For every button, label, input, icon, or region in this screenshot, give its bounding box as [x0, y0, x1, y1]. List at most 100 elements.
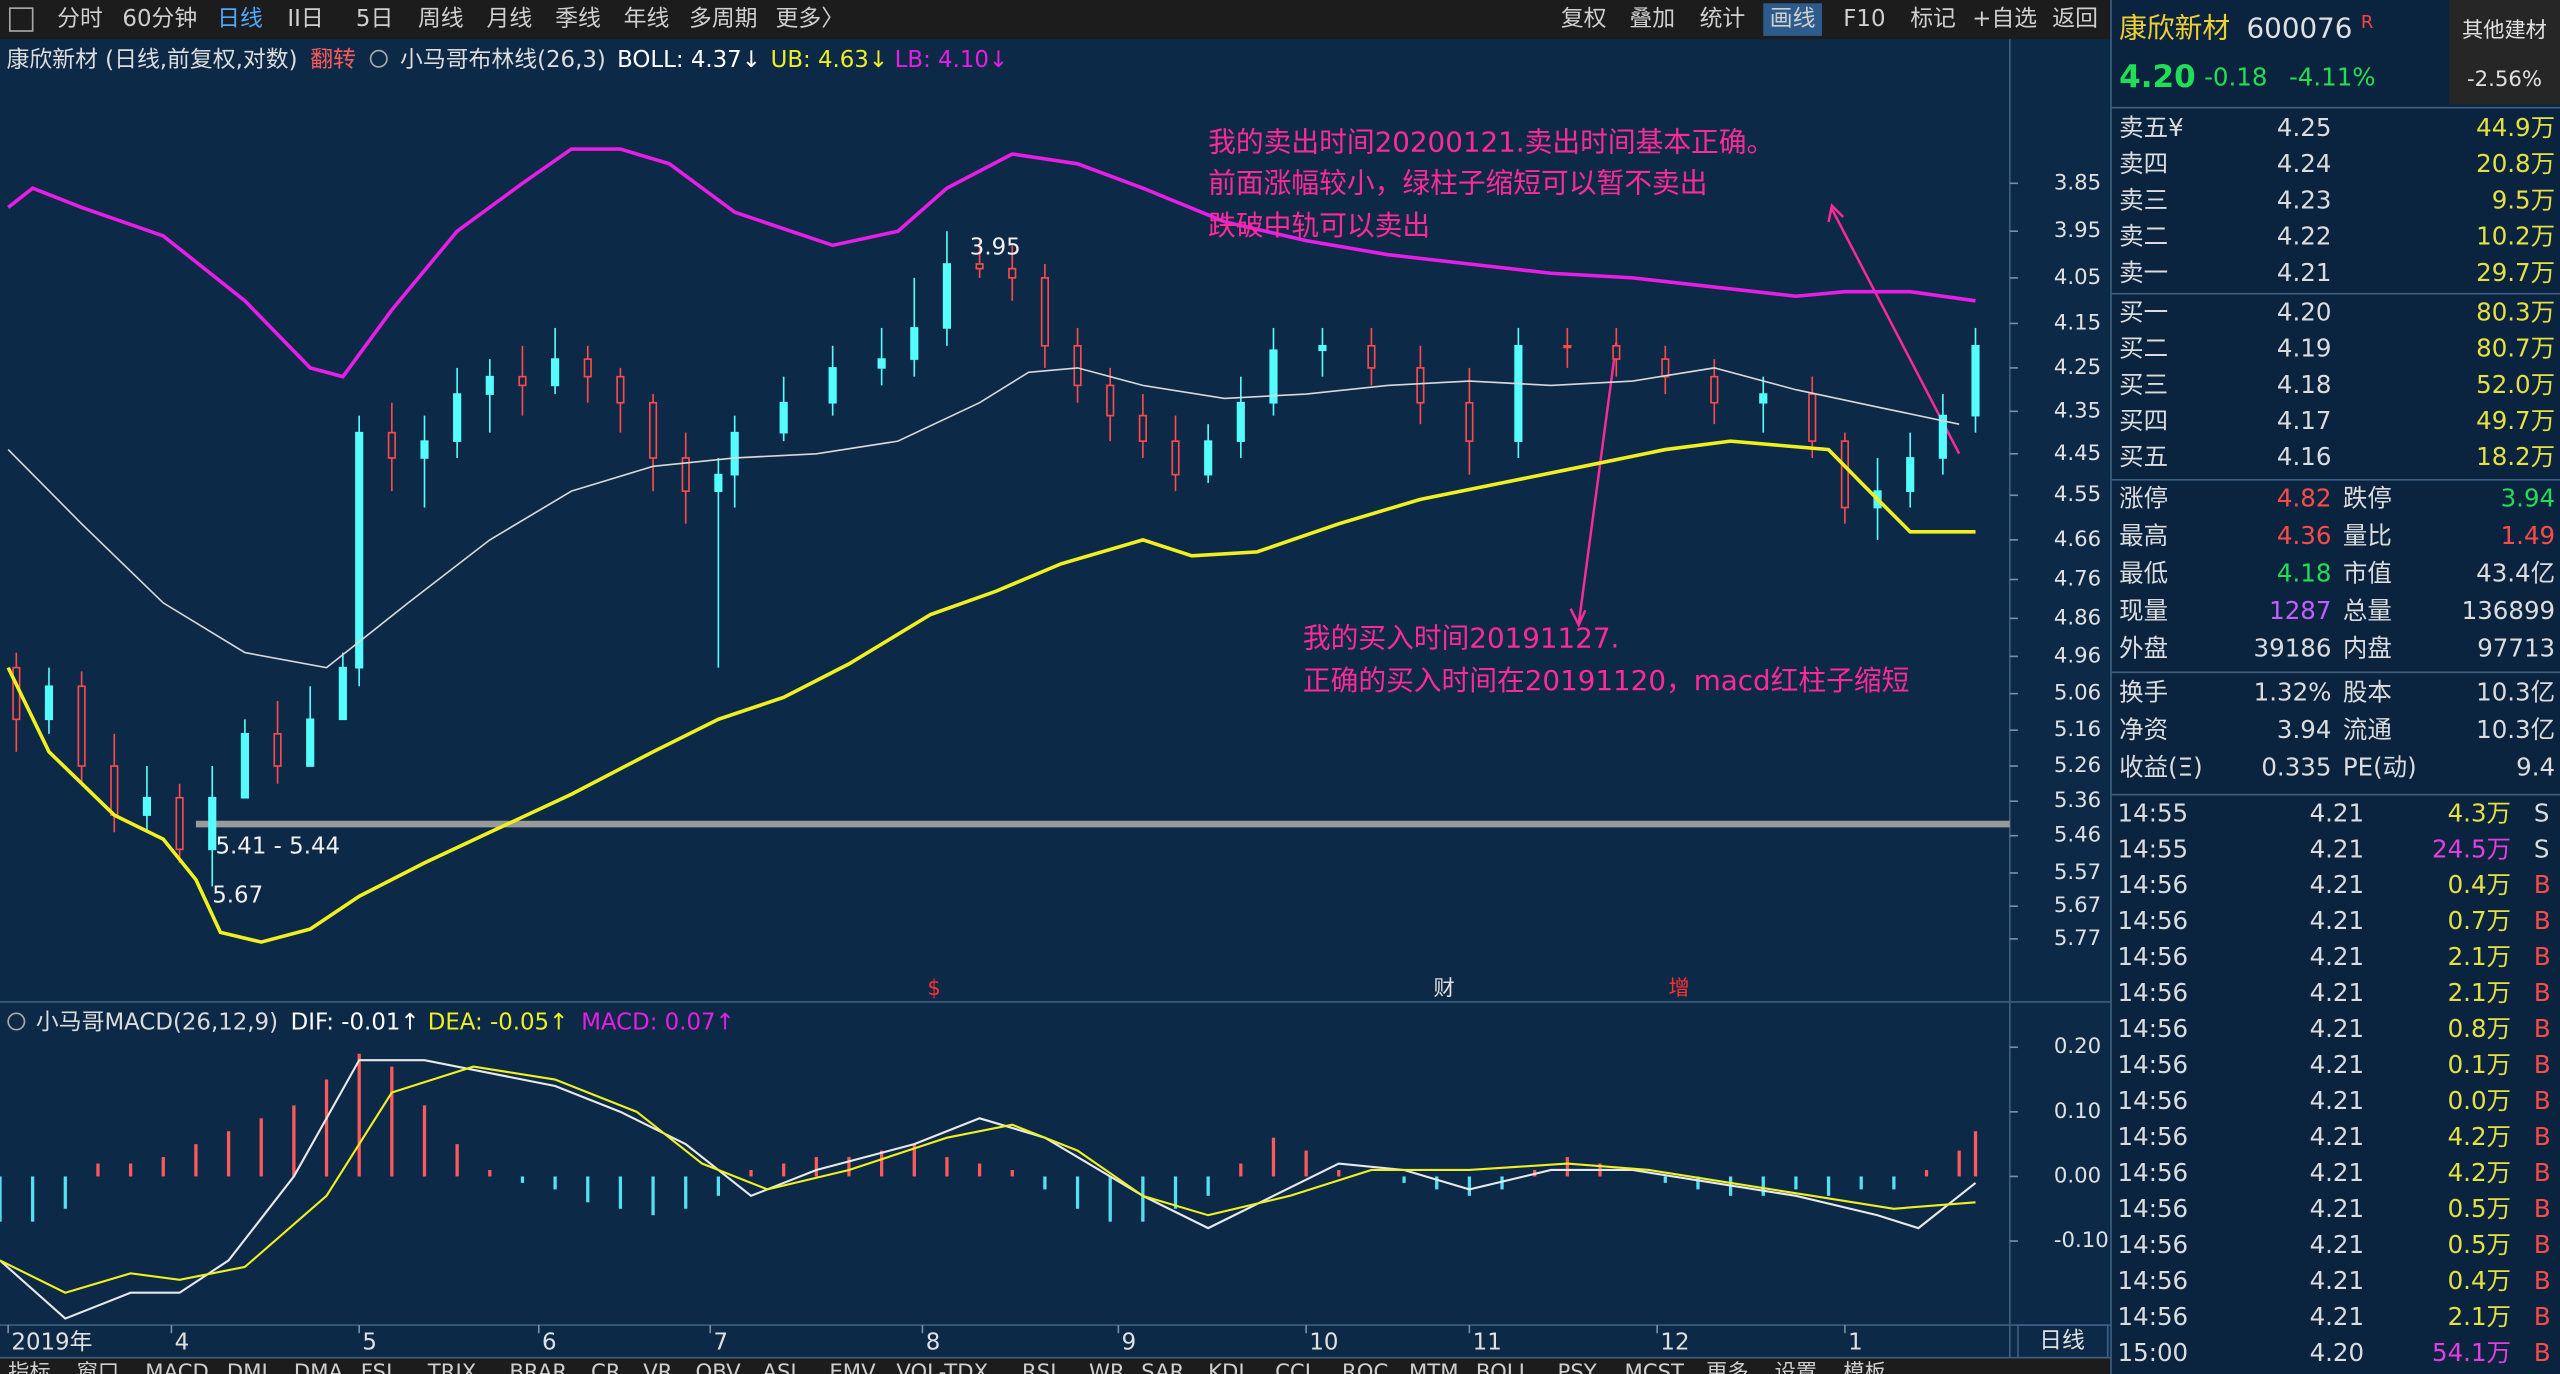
bottom-tab[interactable]: ROC [1342, 1360, 1388, 1374]
bottom-tab[interactable]: 模板 [1843, 1360, 1885, 1374]
toolbar-button[interactable]: 年线 [624, 6, 670, 32]
candle-body [77, 685, 86, 767]
toolbar-button[interactable]: 多周期 [689, 6, 758, 32]
y-tick-label: 5.16 [2054, 717, 2101, 742]
book-level: 卖五¥ [2119, 113, 2184, 142]
bottom-tab[interactable]: MTM [1409, 1360, 1459, 1374]
toolbar-button[interactable]: 季线 [555, 6, 601, 32]
bottom-tab[interactable]: VR [643, 1360, 673, 1374]
toolbar-button[interactable]: F10 [1843, 6, 1885, 32]
bottom-tab[interactable]: FSL [361, 1360, 398, 1374]
indicator-line [7, 367, 1960, 669]
bottom-tab[interactable]: KDJ [1208, 1360, 1244, 1374]
candle-body [355, 431, 364, 669]
x-tick-label: 8 [926, 1329, 941, 1355]
period-box[interactable] [2017, 1324, 2109, 1359]
bottom-tab[interactable]: MACD [145, 1360, 209, 1374]
tick-price: 4.21 [2310, 1122, 2364, 1151]
bottom-tab[interactable]: DMI [227, 1360, 268, 1374]
x-tick-label: 12 [1660, 1329, 1689, 1355]
candle-body [1710, 375, 1719, 404]
bottom-tab[interactable]: CCI [1275, 1360, 1311, 1374]
toolbar-button[interactable]: 叠加 [1629, 6, 1675, 32]
bottom-tab[interactable]: OBV [696, 1360, 742, 1374]
bottom-tab[interactable]: SAR [1141, 1360, 1184, 1374]
book-volume: 9.5万 [2492, 185, 2555, 214]
toolbar-button[interactable]: 更多〉 [776, 6, 845, 32]
toolbar-button[interactable]: 标记 [1910, 6, 1956, 32]
tick-side: B [2534, 1302, 2551, 1331]
toolbar-button[interactable]: 日线 [217, 6, 263, 32]
sector-box[interactable] [2448, 0, 2560, 105]
y-tick-label: 5.06 [2054, 681, 2101, 706]
bottom-tab[interactable]: 设置 [1775, 1360, 1817, 1374]
stat-value: 3.94 [2501, 483, 2555, 512]
toolbar-button[interactable]: 画线 [1770, 6, 1816, 32]
bottom-tab[interactable]: BOLL [1476, 1360, 1531, 1374]
header-ub: UB: 4.63↓ [771, 47, 888, 73]
stat-value: 10.3亿 [2476, 678, 2555, 707]
candle-body [1236, 401, 1245, 442]
book-level: 买二 [2119, 334, 2168, 363]
toolbar-button[interactable]: 周线 [418, 6, 464, 32]
toolbar-button[interactable]: 5日 [356, 6, 393, 32]
toolbar-button[interactable]: II日 [287, 6, 323, 32]
bottom-tab[interactable]: CR [591, 1360, 621, 1374]
tick-volume: 0.0万 [2448, 1086, 2511, 1115]
event-marker[interactable]: 财 [1433, 976, 1454, 1001]
candle-body [1612, 344, 1621, 360]
toolbar-button[interactable]: 月线 [487, 6, 533, 32]
y-tick-label: 4.66 [2054, 527, 2101, 552]
menu-icon[interactable] [8, 7, 34, 32]
x-tick-label: 7 [713, 1329, 728, 1355]
bottom-tab[interactable]: BRAR [509, 1360, 567, 1374]
bottom-tab[interactable]: 指标 [8, 1360, 50, 1374]
y-tick-label: 0.20 [2054, 1034, 2101, 1059]
bottom-tab[interactable]: ASI [762, 1360, 796, 1374]
bottom-tab[interactable]: EMV [829, 1360, 876, 1374]
bottom-tab[interactable]: MCST [1624, 1360, 1685, 1374]
indicator-icon[interactable] [7, 1012, 26, 1031]
tick-side: B [2534, 1122, 2551, 1151]
tick-price: 4.21 [2310, 834, 2364, 863]
tick-price: 4.21 [2310, 942, 2364, 971]
bottom-tab[interactable]: VOL-TDX [896, 1360, 988, 1374]
book-volume: 18.2万 [2476, 442, 2555, 471]
tick-volume: 0.5万 [2448, 1230, 2511, 1259]
bottom-tab[interactable]: DMA [294, 1360, 344, 1374]
candle-body [44, 685, 54, 721]
bottom-tab[interactable]: WR [1089, 1360, 1125, 1374]
period-label[interactable]: 日线 [2039, 1328, 2085, 1354]
stat-value: 136899 [2462, 596, 2555, 625]
toolbar-button[interactable]: 返回 [2052, 6, 2098, 32]
toolbar-button[interactable]: 复权 [1561, 6, 1607, 32]
candle-body [975, 263, 984, 270]
tick-time: 14:56 [2118, 1122, 2189, 1151]
toolbar-button[interactable]: 统计 [1700, 6, 1746, 32]
event-marker[interactable]: 增 [1669, 976, 1690, 1001]
candle-body [1040, 277, 1049, 347]
book-level: 买一 [2119, 297, 2168, 326]
bottom-tab[interactable]: 窗口 [77, 1360, 119, 1374]
arrow [1577, 342, 1618, 624]
bottom-tab[interactable]: TRIX [427, 1360, 476, 1374]
stat-label: 市值 [2343, 558, 2392, 587]
indicator-icon[interactable] [369, 49, 388, 68]
x-tick-label: 10 [1309, 1329, 1338, 1355]
toolbar-button[interactable]: +自选 [1972, 6, 2037, 32]
bottom-tab[interactable]: PSY [1558, 1360, 1597, 1374]
tick-price: 4.21 [2310, 1230, 2364, 1259]
tick-time: 14:56 [2118, 1302, 2189, 1331]
event-marker[interactable]: $ [927, 976, 941, 1001]
bottom-tab[interactable]: RSI [1022, 1360, 1056, 1374]
toolbar-button[interactable]: 60分钟 [122, 6, 197, 32]
bottom-tab[interactable]: 更多 [1706, 1360, 1748, 1374]
candle-body [1138, 414, 1147, 442]
toolbar-button[interactable]: 分时 [57, 6, 103, 32]
tick-side: B [2534, 1158, 2551, 1187]
sector-name[interactable]: 其他建材 [2462, 18, 2547, 43]
tick-volume: 4.3万 [2448, 798, 2511, 827]
indicator-line [7, 147, 1976, 379]
tick-volume: 2.1万 [2448, 1302, 2511, 1331]
book-volume: 20.8万 [2476, 149, 2555, 178]
